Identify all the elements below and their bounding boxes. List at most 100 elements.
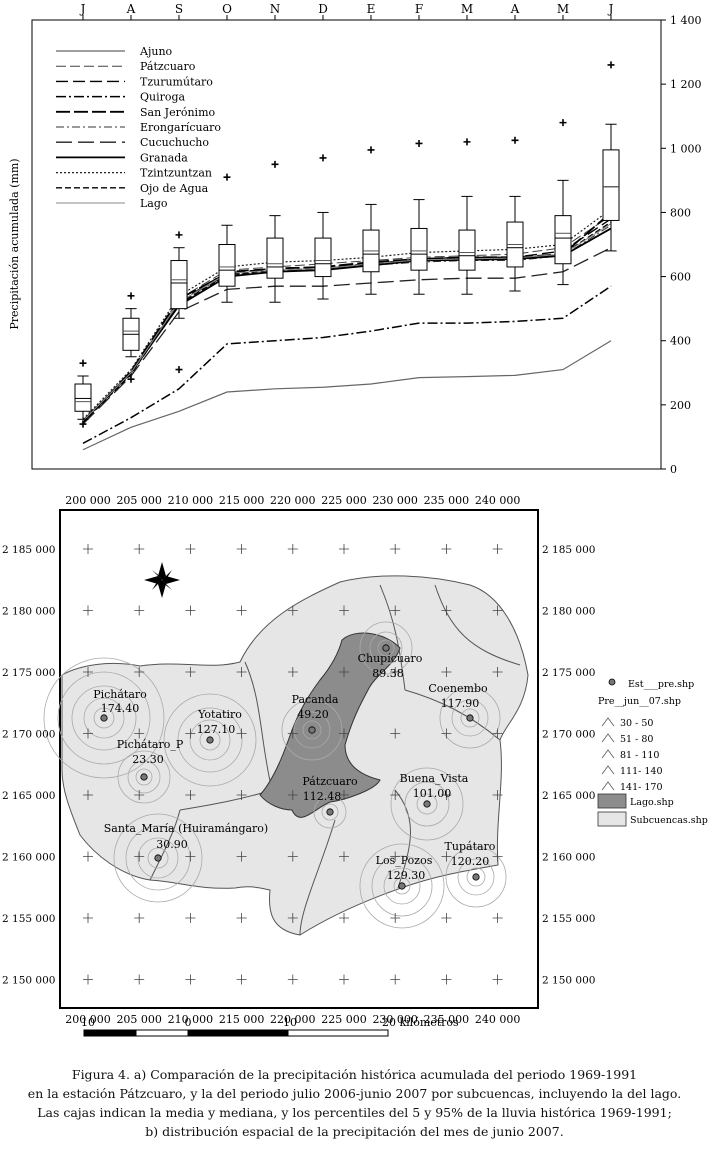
box-plot	[218, 173, 236, 303]
month-label: N	[270, 2, 281, 16]
box-plot	[362, 146, 380, 295]
station-name: Pichátaro	[93, 688, 147, 701]
isohyet-ring	[302, 720, 322, 740]
box-outlier	[223, 173, 231, 181]
map-grid-crosses	[83, 544, 503, 985]
legend-label: Quiroga	[140, 91, 186, 104]
isohyet-ring	[137, 837, 179, 879]
grid-cross	[134, 667, 145, 677]
y-axis-label: Precipitación acumulada (mm)	[8, 158, 21, 329]
box-plot	[170, 231, 188, 374]
box-plot	[122, 292, 140, 383]
map-x-tick-label: 220 000	[270, 1013, 316, 1026]
station-name: Los_Pozos	[376, 854, 433, 867]
box-outlier	[175, 366, 183, 374]
isohyet-ring	[163, 693, 257, 787]
isohyet-ring	[113, 813, 203, 903]
caption-line: en la estación Pátzcuaro, y la del perio…	[27, 1086, 682, 1101]
box-plot	[458, 138, 476, 295]
box-outlier	[463, 138, 471, 146]
map-y-tick-label-left: 2 170 000	[2, 729, 55, 741]
map-x-tick-label: 230 000	[372, 1013, 418, 1026]
cumulative-precipitation-chart: Precipitación acumulada (mm) J A S O N D E F M A M…	[8, 2, 702, 476]
precipitation-map: 200 000 205 000 210 000 215 000 220 000 225 0…	[2, 494, 708, 1037]
box-body	[314, 237, 332, 278]
legend-class-icon	[601, 765, 615, 775]
y-tick-label: 1 200	[670, 78, 702, 91]
map-x-tick-label: 210 000	[168, 1013, 214, 1026]
grid-cross	[185, 790, 196, 800]
map-y-tick-label-right: 2 180 000	[542, 606, 595, 618]
isohyet-ring	[369, 631, 403, 665]
station-marker	[308, 726, 316, 734]
legend-class-icon	[601, 717, 615, 727]
station-value: 89.38	[372, 667, 404, 680]
map-y-tick-label-left: 2 175 000	[2, 667, 55, 679]
map-x-tick-label: 215 000	[219, 494, 265, 507]
grid-cross	[236, 790, 247, 800]
grid-cross	[339, 974, 349, 985]
isohyet-ring	[359, 843, 445, 929]
grid-cross	[134, 974, 145, 985]
station-marker	[472, 873, 480, 881]
grid-cross	[492, 851, 503, 862]
isohyet-ring	[43, 657, 165, 779]
map-x-tick-label: 235 000	[424, 1013, 470, 1026]
grid-cross	[134, 790, 145, 800]
isohyet-ring	[460, 708, 480, 728]
isohyet-ring	[83, 697, 125, 739]
legend: Ajuno Pátzcuaro Tzurumútaro Quiroga San Jeró…	[56, 45, 221, 210]
caption-line: b) distribución espacial de la precipita…	[145, 1124, 564, 1139]
legend-label: Pátzcuaro	[140, 60, 196, 73]
grid-cross	[236, 667, 247, 677]
map-x-tick-label: 235 000	[424, 494, 470, 507]
legend-subbasin-label: Subcuencas.shp	[630, 815, 708, 826]
isohyet-ring	[371, 855, 433, 917]
isohyet-ring	[147, 847, 169, 869]
grid-cross	[83, 974, 93, 985]
grid-cross	[441, 667, 452, 677]
map-y-tick-label-left: 2 185 000	[2, 544, 55, 556]
y-tick-label: 0	[670, 463, 677, 476]
grid-cross	[83, 913, 93, 923]
station-marker	[382, 644, 390, 652]
grid-cross	[83, 667, 93, 677]
grid-cross	[441, 851, 452, 862]
legend-stations-label: Est___pre.shp	[628, 679, 694, 690]
isohyet-ring	[117, 750, 171, 804]
series-lines	[82, 208, 612, 451]
isohyet-ring	[189, 719, 231, 761]
box-body	[266, 237, 284, 279]
grid-cross	[441, 913, 452, 923]
station-marker	[466, 714, 474, 722]
month-label: M	[557, 2, 569, 16]
north-arrow-icon	[144, 562, 180, 598]
box-outlier	[79, 359, 87, 367]
scale-segment	[287, 1029, 389, 1037]
isohyet-ring	[281, 699, 343, 761]
y-tick-label: 400	[670, 335, 691, 348]
isohyet-ring	[416, 793, 438, 815]
map-y-tick-label-left: 2 165 000	[2, 790, 55, 802]
scale-segment	[83, 1029, 137, 1037]
station-name: Santa_María (Huiramángaro)	[104, 822, 268, 835]
station-value: 127.10	[197, 723, 236, 736]
map-y-tick-label-right: 2 150 000	[542, 975, 595, 987]
map-y-tick-label-right: 2 155 000	[542, 913, 595, 925]
scale-label: 10	[283, 1016, 297, 1029]
month-label: O	[222, 2, 232, 16]
map-y-ticks: 2 185 000 2 185 000 2 180 000 2 180 000 2 17…	[2, 544, 595, 987]
station-value: 120.20	[451, 855, 490, 868]
grid-cross	[390, 728, 401, 739]
legend-label: Ojo de Agua	[140, 182, 209, 195]
series-line-4	[82, 211, 612, 424]
y-tick-label: 800	[670, 206, 691, 219]
grid-cross	[339, 667, 349, 677]
map-x-tick-label: 215 000	[219, 1013, 265, 1026]
legend-label: Tzurumútaro	[140, 75, 213, 88]
grid-cross	[287, 913, 298, 923]
grid-cross	[390, 851, 401, 862]
box-outlier	[127, 375, 135, 383]
box-plot	[554, 119, 572, 286]
